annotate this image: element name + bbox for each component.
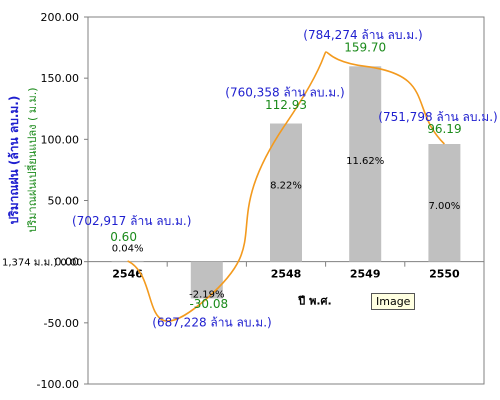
volume-label-2550: (751,798 ล้าน ลบ.ม.) — [378, 110, 497, 124]
value-label-2550: 96.19 — [427, 122, 461, 136]
left-cut-label: 1,374 ม.ม.) 0.00 — [2, 258, 83, 269]
y-tick-label: -50.00 — [44, 317, 79, 330]
pct-label-2548: 8.22% — [270, 180, 302, 191]
y-axis-title-secondary: ปริมาณฝนเปลี่ยนแปลง ( ม.ม.) — [24, 87, 39, 232]
pct-label-2546: 0.04% — [112, 244, 144, 255]
x-tick-label: 2546 — [112, 268, 143, 281]
x-axis-title: ปี พ.ศ. — [297, 295, 331, 308]
volume-label-2547: (687,228 ล้าน ลบ.ม.) — [152, 316, 271, 330]
y-tick-label: 200.00 — [41, 11, 80, 24]
value-label-2549: 159.70 — [344, 40, 386, 54]
y-tick-label: 50.00 — [48, 195, 80, 208]
bar-2549 — [349, 66, 382, 262]
trend-curve — [127, 51, 445, 322]
value-label-2546: 0.60 — [110, 230, 137, 244]
x-tick-label: 2549 — [350, 268, 381, 281]
pct-label-2549: 11.62% — [346, 156, 384, 167]
value-label-2548: 112.93 — [265, 98, 307, 112]
y-tick-label: -100.00 — [37, 378, 79, 391]
y-axis-title-primary: ปริมาณฝน (ล้าน ลบ.ม.) — [7, 96, 21, 225]
bar-2548 — [270, 123, 302, 262]
volume-label-2549: (784,274 ล้าน ลบ.ม.) — [303, 28, 422, 42]
pct-label-2550: 7.00% — [429, 201, 461, 212]
x-tick-label: 2548 — [271, 268, 302, 281]
y-tick-label: 100.00 — [41, 133, 80, 146]
image-tooltip: Image — [371, 293, 416, 310]
bar-2550 — [428, 143, 461, 262]
y-tick-label: 150.00 — [41, 72, 80, 85]
bar-2547 — [190, 261, 223, 299]
y-tick-label: 0.00 — [55, 256, 80, 269]
volume-label-2546: (702,917 ล้าน ลบ.ม.) — [72, 214, 191, 228]
volume-label-2548: (760,358 ล้าน ลบ.ม.) — [225, 86, 344, 100]
pct-label-2547: -2.19% — [189, 290, 224, 301]
value-label-2547: -30.08 — [189, 297, 228, 311]
x-tick-label: 2550 — [429, 268, 460, 281]
